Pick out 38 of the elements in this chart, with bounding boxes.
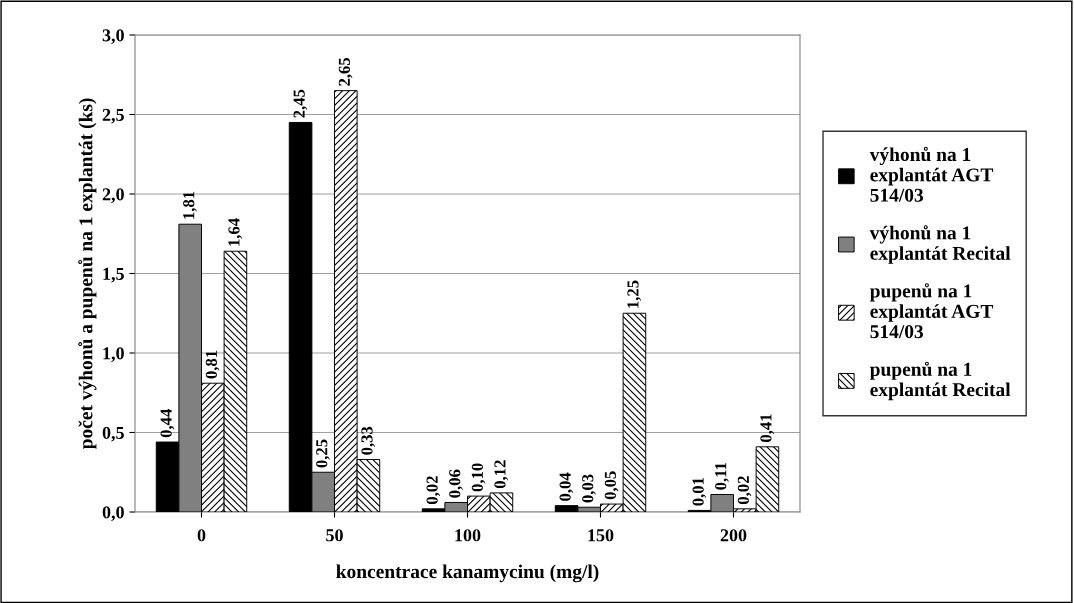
data-label: 0,02: [426, 476, 441, 505]
data-label: 0,33: [361, 426, 375, 455]
data-label: 1,81: [183, 191, 197, 219]
y-tick-label: 0,5: [102, 426, 124, 442]
data-label: 2,65: [338, 57, 353, 86]
data-label: 0,44: [160, 409, 175, 438]
x-tick-label: 0: [197, 529, 206, 542]
y-tick-label: 1,5: [103, 267, 124, 283]
data-label: 0,01: [692, 477, 707, 506]
y-tick-label: 1,0: [103, 347, 124, 363]
data-label: 1,64: [228, 218, 242, 246]
legend-label: výhonů na 1 explantát Recital: [869, 225, 1011, 264]
data-label: 0,81: [205, 350, 220, 379]
x-tick-label: 200: [720, 529, 747, 542]
data-label: 0,41: [760, 414, 774, 443]
x-axis-title: koncentrace kanamycinu (mg/l): [336, 564, 599, 583]
data-label: 0,03: [582, 474, 596, 503]
x-tick-label: 50: [326, 529, 343, 542]
data-label: 0,11: [715, 462, 729, 490]
y-tick-label: 3,0: [102, 29, 124, 45]
data-label: 1,25: [627, 280, 641, 308]
data-label: 0,12: [494, 460, 508, 489]
x-tick-label: 150: [588, 529, 614, 542]
legend-label: pupenů na 1 explantát Recital: [869, 361, 1011, 401]
y-axis-title: počet výhonů a pupenů na 1 explantát (ks): [78, 98, 97, 450]
legend-label: pupenů na 1 explantát AGT 514/03: [869, 283, 994, 339]
legend-label: výhonů na 1 explantát AGT 514/03: [869, 146, 994, 202]
x-tick-label: 100: [455, 529, 481, 542]
data-label: 0,04: [559, 472, 574, 501]
data-label: 0,10: [471, 463, 486, 492]
y-tick-label: 2,0: [102, 188, 124, 204]
data-label: 0,02: [737, 476, 752, 505]
data-label: 2,45: [293, 89, 308, 118]
data-label: 0,06: [449, 469, 463, 498]
y-tick-label: 2,5: [102, 108, 124, 124]
data-label: 0,05: [604, 471, 619, 500]
y-tick-label: 0,0: [102, 506, 124, 522]
data-label: 0,25: [316, 439, 330, 468]
